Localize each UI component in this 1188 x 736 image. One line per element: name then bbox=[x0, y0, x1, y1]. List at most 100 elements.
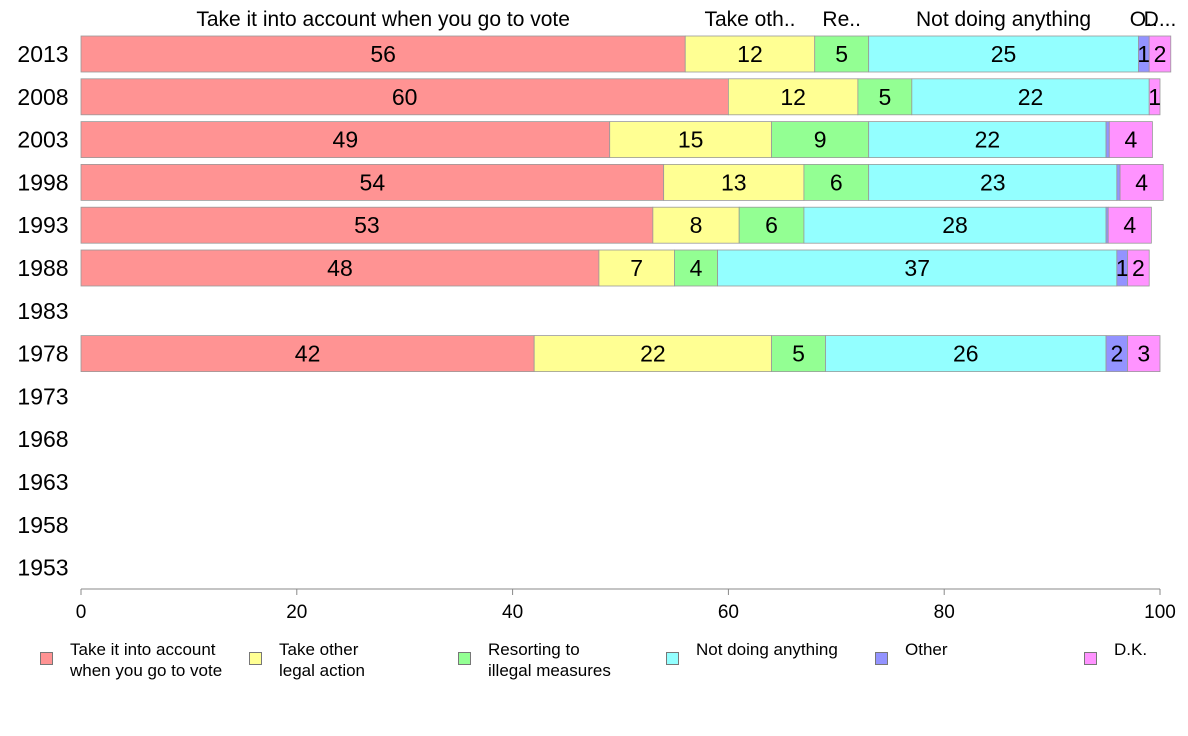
bar-segment bbox=[728, 78, 859, 116]
legend-item-dk: D.K. bbox=[1084, 638, 1147, 665]
legend-swatch bbox=[666, 652, 679, 665]
bar-segment bbox=[771, 121, 870, 158]
bar-value-label: 48 bbox=[327, 255, 353, 281]
bar-value-label: 22 bbox=[1018, 84, 1044, 110]
bar-value-label: 26 bbox=[953, 341, 979, 367]
y-tick-label: 2013 bbox=[17, 41, 68, 67]
bar-segment bbox=[1105, 121, 1110, 158]
bar-value-label: 60 bbox=[392, 84, 418, 110]
bar-segment bbox=[80, 78, 729, 116]
bar-segment bbox=[868, 163, 1118, 201]
y-tick-label: 2003 bbox=[17, 127, 68, 153]
series-top-label: Re.. bbox=[822, 8, 861, 31]
x-tick-label: 100 bbox=[1144, 602, 1176, 623]
bar-segment bbox=[1108, 121, 1153, 158]
legend-item-legal-action: Take other legal action bbox=[249, 638, 365, 681]
bar-value-label: 56 bbox=[370, 41, 396, 67]
bar-segment bbox=[80, 249, 600, 287]
series-top-label: O.. bbox=[1130, 8, 1158, 31]
bar-segment bbox=[609, 121, 772, 158]
bar-segment bbox=[1148, 35, 1172, 73]
y-tick-label: 1958 bbox=[17, 512, 68, 538]
bar-segment bbox=[717, 249, 1118, 287]
bar-segment bbox=[857, 78, 913, 116]
legend-item-vote: Take it into account when you go to vote bbox=[40, 638, 222, 681]
legend-swatch bbox=[458, 652, 471, 665]
y-tick-label: 1998 bbox=[17, 169, 68, 195]
legend-label: D.K. bbox=[1114, 640, 1148, 659]
y-tick-label: 1973 bbox=[17, 383, 68, 409]
bar-value-label: 28 bbox=[942, 212, 968, 238]
bar-value-label: 15 bbox=[678, 127, 704, 153]
bar-value-label: 4 bbox=[1135, 169, 1148, 195]
bar-value-label: 22 bbox=[640, 341, 666, 367]
legend-label: Resorting to illegal measures bbox=[488, 640, 611, 680]
bar-segment bbox=[674, 249, 719, 287]
legend-item-nothing: Not doing anything bbox=[666, 638, 838, 665]
legend-label: Take other legal action bbox=[279, 640, 366, 680]
bar-value-label: 6 bbox=[765, 212, 778, 238]
bar-value-label: 6 bbox=[830, 169, 843, 195]
legend-swatch bbox=[875, 652, 888, 665]
bar-value-label: 1 bbox=[1148, 84, 1161, 110]
x-tick-label: 40 bbox=[502, 602, 523, 623]
bar-segment bbox=[80, 335, 535, 373]
bar-value-label: 42 bbox=[295, 341, 321, 367]
x-tick-label: 80 bbox=[934, 602, 955, 623]
bar-value-label: 5 bbox=[878, 84, 891, 110]
bar-value-label: 1 bbox=[1116, 255, 1129, 281]
bar-segment bbox=[738, 206, 805, 244]
bar-value-label: 53 bbox=[354, 212, 380, 238]
x-tick-label: 0 bbox=[76, 602, 87, 623]
bar-segment bbox=[533, 335, 772, 373]
y-tick-label: 2008 bbox=[17, 84, 68, 110]
bar-value-label: 12 bbox=[737, 41, 763, 67]
legend-label: Take it into account when you go to vote bbox=[70, 640, 223, 680]
bar-segment bbox=[598, 249, 675, 287]
x-tick-label: 60 bbox=[718, 602, 739, 623]
bar-value-label: 12 bbox=[780, 84, 806, 110]
bar-segment bbox=[1119, 163, 1164, 201]
series-top-label: D... bbox=[1144, 8, 1177, 31]
bar-value-label: 4 bbox=[690, 255, 703, 281]
bar-segment bbox=[80, 35, 686, 73]
bar-value-label: 25 bbox=[991, 41, 1017, 67]
y-tick-label: 1968 bbox=[17, 426, 68, 452]
bar-value-label: 2 bbox=[1132, 255, 1145, 281]
y-tick-label: 1953 bbox=[17, 555, 68, 581]
bar-segment bbox=[868, 121, 1107, 158]
bar-value-label: 2 bbox=[1154, 41, 1167, 67]
bar-value-label: 5 bbox=[835, 41, 848, 67]
bar-value-label: 2 bbox=[1110, 341, 1123, 367]
bar-segment bbox=[1127, 335, 1161, 373]
bar-value-label: 49 bbox=[333, 127, 359, 153]
bar-segment bbox=[684, 35, 816, 73]
legend-item-illegal: Resorting to illegal measures bbox=[458, 638, 611, 681]
bar-segment bbox=[911, 78, 1150, 116]
bar-value-label: 1 bbox=[1137, 41, 1150, 67]
bar-value-label: 37 bbox=[904, 255, 930, 281]
bar-value-label: 13 bbox=[721, 169, 747, 195]
bar-value-label: 4 bbox=[1123, 212, 1136, 238]
bar-segment bbox=[803, 163, 870, 201]
legend-swatch bbox=[1084, 652, 1097, 665]
bar-value-label: 4 bbox=[1124, 127, 1137, 153]
legend: Take it into account when you go to vote… bbox=[0, 638, 1188, 688]
legend-label: Other bbox=[905, 640, 948, 659]
y-tick-label: 1963 bbox=[17, 469, 68, 495]
bar-segment bbox=[1107, 206, 1152, 244]
bar-value-label: 7 bbox=[630, 255, 643, 281]
bar-value-label: 54 bbox=[360, 169, 386, 195]
bar-segment bbox=[814, 35, 870, 73]
bar-segment bbox=[868, 35, 1139, 73]
bar-segment bbox=[1127, 249, 1150, 287]
bar-value-label: 3 bbox=[1137, 341, 1150, 367]
bar-value-label: 9 bbox=[814, 127, 827, 153]
bar-segment bbox=[80, 121, 611, 158]
bar-segment bbox=[80, 206, 654, 244]
series-top-label: Take oth.. bbox=[704, 8, 795, 31]
legend-label: Not doing anything bbox=[696, 640, 838, 659]
bar-segment bbox=[80, 163, 665, 201]
legend-swatch bbox=[40, 652, 53, 665]
